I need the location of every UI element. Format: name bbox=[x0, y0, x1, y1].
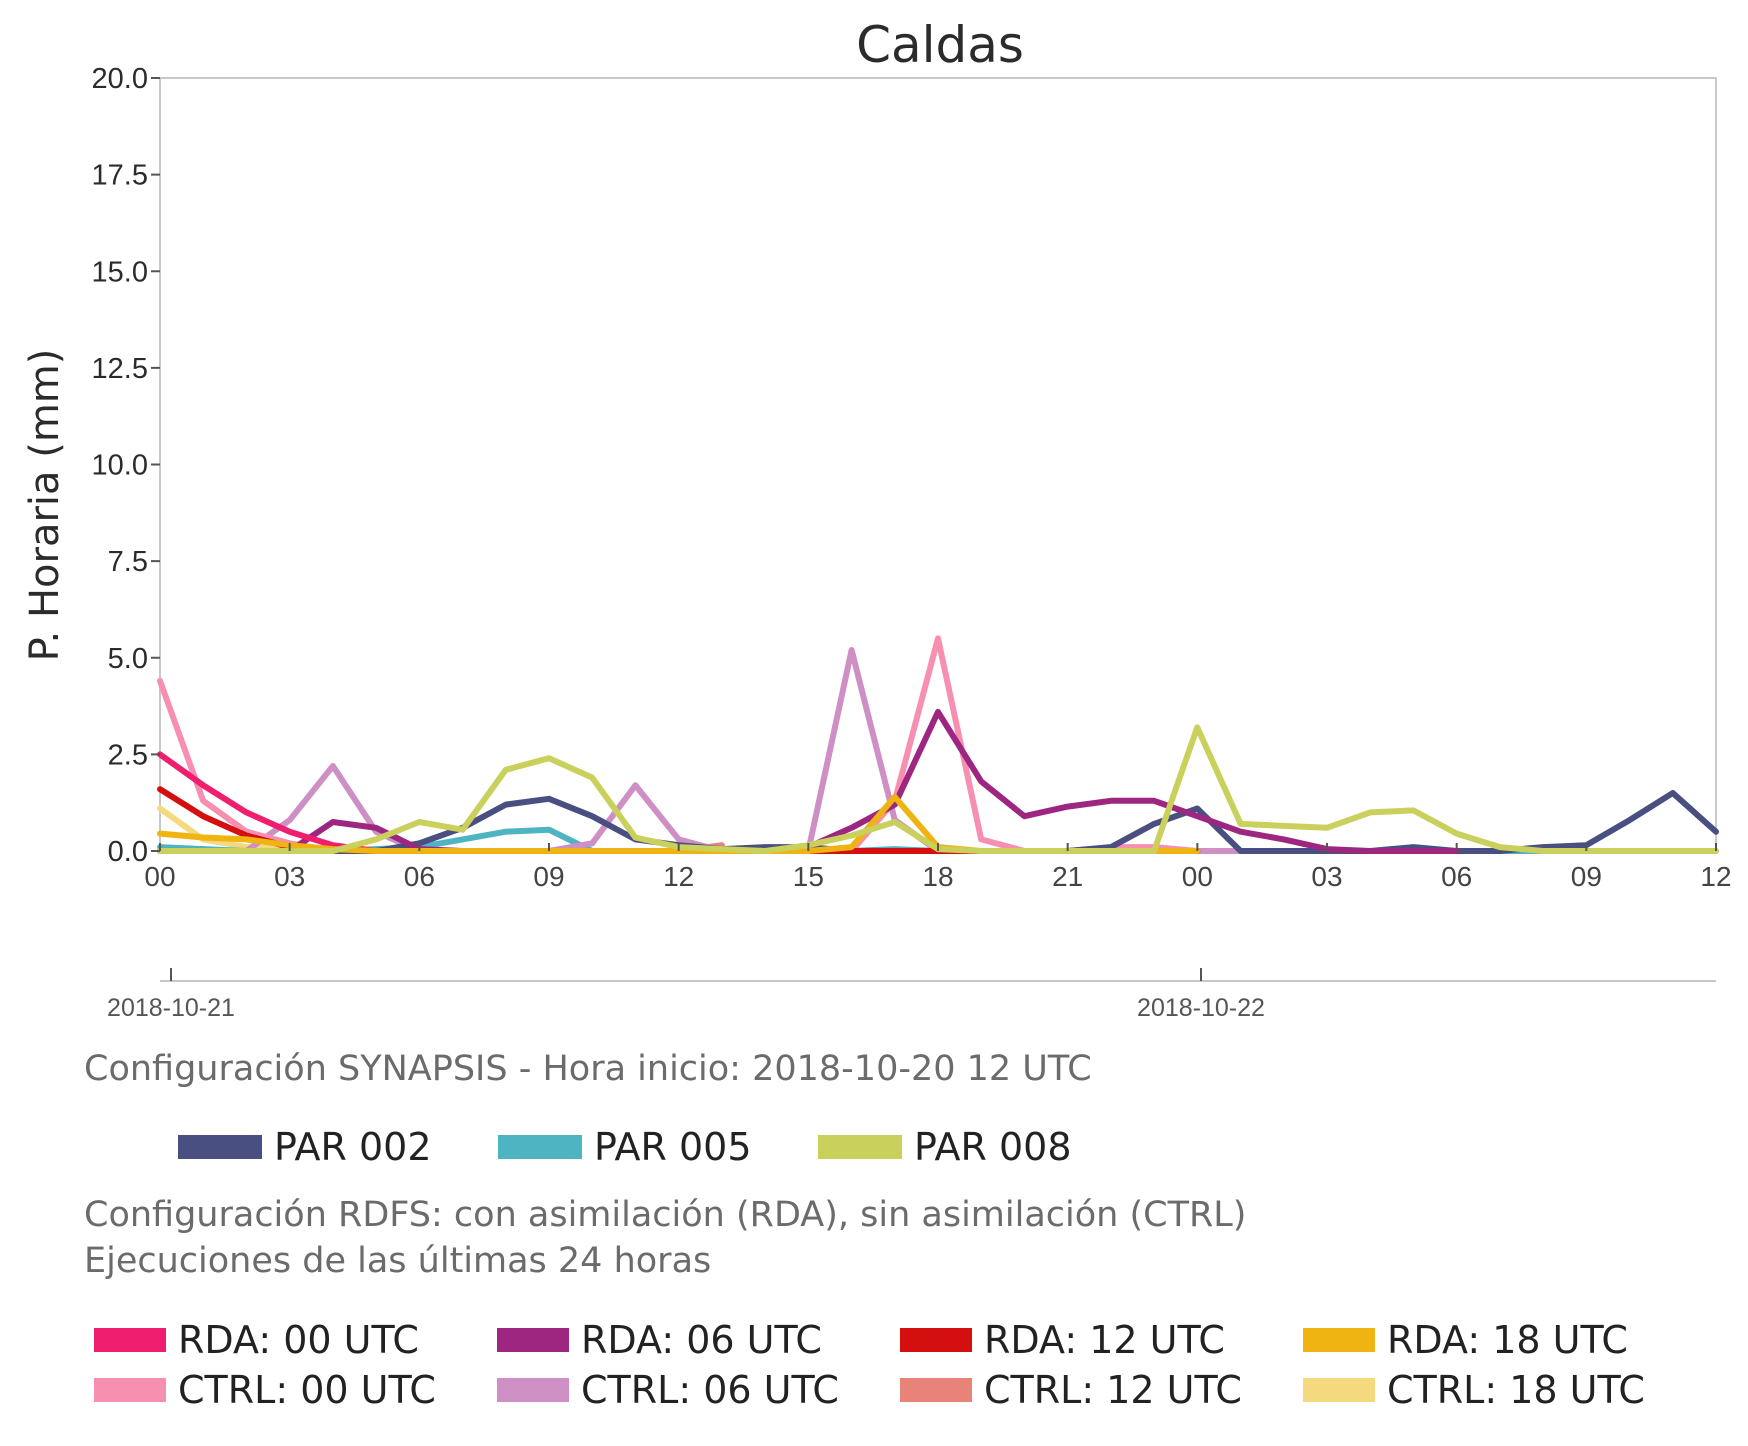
synapsis-caption: Configuración SYNAPSIS - Hora inicio: 20… bbox=[84, 1049, 1092, 1089]
x-tick-label: 09 bbox=[533, 861, 564, 892]
y-tick-label: 0.0 bbox=[108, 836, 148, 868]
rdfs-legend-item: CTRL: 00 UTC bbox=[94, 1368, 436, 1412]
legend-swatch bbox=[900, 1378, 972, 1402]
legend-label: PAR 005 bbox=[594, 1125, 752, 1169]
legend-swatch bbox=[1303, 1378, 1375, 1402]
x-tick-label: 03 bbox=[274, 861, 305, 892]
legend-swatch bbox=[1303, 1328, 1375, 1352]
chart-title: Caldas bbox=[856, 16, 1024, 74]
series-line-ctrl-06-utc bbox=[157, 647, 1460, 854]
legend-label: CTRL: 12 UTC bbox=[984, 1368, 1242, 1412]
legend-swatch bbox=[94, 1378, 166, 1402]
series-line-ctrl-00-utc bbox=[157, 635, 1201, 854]
legend-label: RDA: 00 UTC bbox=[178, 1318, 419, 1362]
y-tick-label: 17.5 bbox=[92, 160, 148, 192]
y-tick-label: 12.5 bbox=[92, 353, 148, 385]
x-tick-label: 03 bbox=[1311, 861, 1342, 892]
x-tick-label: 18 bbox=[922, 861, 953, 892]
y-axis-label: P. Horaria (mm) bbox=[22, 349, 68, 662]
date-ticks: 2018-10-21 2018-10-22 bbox=[107, 968, 1265, 1022]
legend-swatch bbox=[497, 1328, 569, 1352]
rdfs-legend-item: CTRL: 18 UTC bbox=[1303, 1368, 1645, 1412]
y-tick-label: 5.0 bbox=[108, 643, 148, 675]
legend-swatch bbox=[818, 1135, 902, 1159]
series-line-par-008 bbox=[157, 724, 1719, 854]
rdfs-legend-item: RDA: 12 UTC bbox=[900, 1318, 1225, 1362]
synapsis-legend-item: PAR 005 bbox=[498, 1125, 752, 1169]
legend-label: PAR 002 bbox=[274, 1125, 432, 1169]
x-tick-label: 12 bbox=[663, 861, 694, 892]
y-tick-label: 10.0 bbox=[92, 450, 148, 482]
series-line-rda-06-utc bbox=[157, 708, 1460, 854]
legend-label: RDA: 18 UTC bbox=[1387, 1318, 1628, 1362]
x-tick-label: 15 bbox=[793, 861, 824, 892]
legend-swatch bbox=[94, 1328, 166, 1352]
x-tick-label: 06 bbox=[404, 861, 435, 892]
rdfs-legend-item: CTRL: 06 UTC bbox=[497, 1368, 839, 1412]
legend-label: CTRL: 00 UTC bbox=[178, 1368, 436, 1412]
synapsis-legend-item: PAR 002 bbox=[178, 1125, 432, 1169]
rdfs-legend-item: RDA: 18 UTC bbox=[1303, 1318, 1628, 1362]
legend-label: RDA: 06 UTC bbox=[581, 1318, 822, 1362]
date-tick-label: 2018-10-22 bbox=[1137, 994, 1265, 1022]
legend-swatch bbox=[178, 1135, 262, 1159]
rdfs-legend-item: CTRL: 12 UTC bbox=[900, 1368, 1242, 1412]
legend-swatch bbox=[900, 1328, 972, 1352]
rdfs-legend-item: RDA: 06 UTC bbox=[497, 1318, 822, 1362]
legend-swatch bbox=[498, 1135, 582, 1159]
x-tick-label: 06 bbox=[1441, 861, 1472, 892]
x-tick-label: 21 bbox=[1052, 861, 1083, 892]
y-ticks: 0.0 2.5 5.0 7.5 10.0 12.5 15.0 17.5 20.0 bbox=[92, 63, 160, 868]
plot-frame bbox=[159, 77, 1717, 852]
synapsis-legend-item: PAR 008 bbox=[818, 1125, 1072, 1169]
x-tick-label: 00 bbox=[1182, 861, 1213, 892]
series-layer bbox=[157, 635, 1719, 854]
legend-label: RDA: 12 UTC bbox=[984, 1318, 1225, 1362]
y-tick-label: 20.0 bbox=[92, 63, 148, 95]
y-tick-label: 2.5 bbox=[108, 739, 148, 771]
legend-swatch bbox=[497, 1378, 569, 1402]
rdfs-legend-item: RDA: 00 UTC bbox=[94, 1318, 419, 1362]
x-tick-label: 12 bbox=[1700, 861, 1731, 892]
x-tick-label: 09 bbox=[1571, 861, 1602, 892]
legend-label: PAR 008 bbox=[914, 1125, 1072, 1169]
y-tick-label: 15.0 bbox=[92, 256, 148, 288]
rdfs-caption-line1: Configuración RDFS: con asimilación (RDA… bbox=[84, 1195, 1247, 1235]
y-tick-label: 7.5 bbox=[108, 546, 148, 578]
x-ticks: 00 03 06 09 12 15 18 21 00 03 06 09 12 bbox=[144, 843, 1732, 892]
x-tick-label: 00 bbox=[144, 861, 175, 892]
date-tick-label: 2018-10-21 bbox=[107, 994, 235, 1022]
rdfs-caption-line2: Ejecuciones de las últimas 24 horas bbox=[84, 1241, 712, 1281]
legend-label: CTRL: 06 UTC bbox=[581, 1368, 839, 1412]
legend-label: CTRL: 18 UTC bbox=[1387, 1368, 1645, 1412]
